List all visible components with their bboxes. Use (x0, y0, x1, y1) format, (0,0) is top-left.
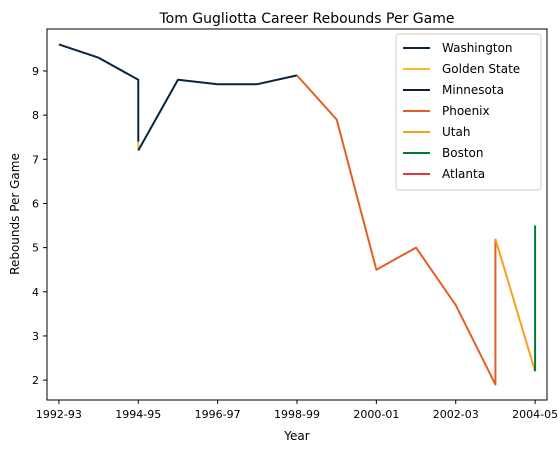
series-line-phoenix (296, 74, 497, 386)
series-line-washington (58, 43, 140, 142)
legend-label: Minnesota (442, 83, 504, 97)
plot-lines (58, 43, 537, 386)
y-tick-label: 8 (32, 109, 39, 122)
y-axis-label: Rebounds Per Game (8, 153, 22, 275)
y-tick-label: 9 (32, 65, 39, 78)
x-tick-label: 2002-03 (433, 408, 479, 421)
legend-label: Golden State (442, 62, 520, 76)
legend-label: Utah (442, 125, 470, 139)
legend: Washington Golden State Minnesota Phoenix Ut… (395, 33, 542, 191)
x-tick-label: 1994-95 (115, 408, 161, 421)
y-tick-label: 7 (32, 153, 39, 166)
x-axis: 1992-93 1994-95 1996-97 1998-99 2000-01 2002-… (36, 400, 558, 421)
series-line-minnesota (137, 74, 298, 151)
x-tick-label: 1996-97 (195, 408, 241, 421)
y-tick-label: 5 (32, 242, 39, 255)
x-tick-label: 1992-93 (36, 408, 82, 421)
legend-label: Phoenix (442, 104, 490, 118)
legend-label: Atlanta (442, 167, 485, 181)
chart-title: Tom Gugliotta Career Rebounds Per Game (158, 11, 454, 27)
x-tick-label: 2000-01 (353, 408, 399, 421)
x-tick-label: 1998-99 (274, 408, 320, 421)
legend-box (395, 33, 542, 191)
y-tick-label: 2 (32, 374, 39, 387)
x-axis-label: Year (283, 429, 309, 443)
series-line-utah (494, 238, 537, 372)
x-tick-label: 2004-05 (512, 408, 558, 421)
y-axis: 2 3 4 5 6 7 8 9 (32, 65, 47, 387)
y-tick-label: 6 (32, 197, 39, 210)
legend-label: Washington (442, 41, 513, 55)
y-tick-label: 4 (32, 286, 39, 299)
legend-label: Boston (442, 146, 483, 160)
y-tick-label: 3 (32, 330, 39, 343)
